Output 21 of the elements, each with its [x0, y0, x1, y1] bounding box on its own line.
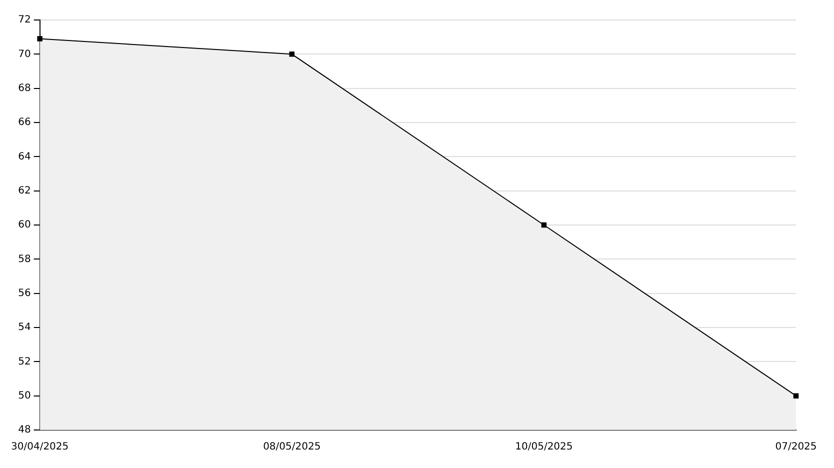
y-tick-label: 58	[18, 254, 31, 265]
y-tick-label: 60	[18, 220, 31, 231]
y-tick-label: 70	[18, 48, 31, 60]
y-tick-label: 66	[18, 117, 31, 128]
x-tick-label: 10/05/2025	[515, 442, 573, 453]
x-tick-label: 30/04/2025	[11, 442, 69, 453]
point	[541, 222, 547, 228]
y-tick-label: 72	[18, 14, 31, 26]
y-tick-label: 62	[18, 185, 31, 196]
x-tick-label: 08/05/2025	[263, 442, 321, 453]
y-tick-label: 56	[18, 288, 31, 299]
y-tick-label: 52	[18, 356, 31, 368]
y-tick-label: 50	[18, 390, 31, 402]
point	[289, 52, 294, 57]
y-tick-label: 64	[18, 151, 31, 162]
y-tick-label: 54	[18, 322, 31, 334]
point	[37, 36, 42, 42]
point	[793, 393, 799, 398]
y-tick-label: 68	[18, 82, 31, 94]
x-tick-label: 07/2025	[775, 442, 817, 453]
y-tick-label: 48	[18, 424, 31, 436]
